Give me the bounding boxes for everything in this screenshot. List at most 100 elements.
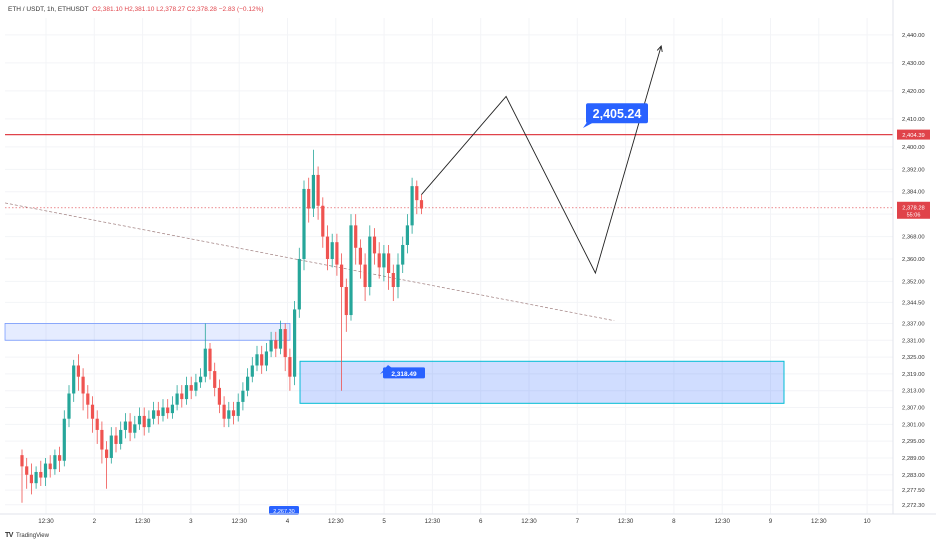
tradingview-logo-icon: TV — [5, 532, 13, 539]
candle-body — [246, 376, 250, 391]
target-label-box — [586, 103, 648, 124]
candle-body — [62, 418, 66, 461]
candle — [236, 393, 240, 422]
candle-body — [358, 247, 362, 265]
countdown-label: 55:06 — [907, 212, 921, 218]
candle-body — [264, 351, 268, 366]
candle-body — [401, 244, 405, 265]
y-tick-label: 2,430.00 — [902, 61, 925, 67]
candle — [105, 441, 109, 489]
candle — [25, 457, 29, 489]
x-tick-label: 12:30 — [425, 518, 441, 525]
candle-body — [189, 385, 193, 391]
candle — [246, 368, 250, 397]
time-axis[interactable]: 12:30 2 12:30 3 12:30 4 12:30 5 12:30 6 12:30 7 12:3… — [0, 513, 936, 525]
candle-body — [330, 242, 334, 259]
candle — [81, 368, 85, 411]
y-tick-label: 2,325.00 — [902, 355, 925, 361]
x-tick-label: 7 — [576, 518, 580, 525]
candle-body — [325, 236, 330, 259]
candle-body — [307, 188, 311, 209]
low-marker-box — [269, 506, 299, 515]
candle-body — [39, 471, 43, 478]
target-label: 2,405.24 — [593, 107, 642, 121]
candle — [119, 421, 123, 450]
candle-body — [363, 264, 367, 288]
candle-body — [142, 415, 146, 428]
candle-body — [297, 258, 301, 310]
trend-line[interactable] — [4, 202, 615, 321]
candle-body — [321, 205, 325, 237]
last-price-label: 2,378.28 — [902, 205, 925, 211]
candle — [109, 427, 113, 464]
candle-body — [274, 340, 278, 349]
candles — [20, 149, 424, 503]
candle — [377, 242, 381, 279]
candle-body — [76, 365, 80, 377]
candle-body — [372, 236, 377, 254]
candle-body — [236, 401, 240, 416]
candle-body — [156, 410, 160, 416]
footer: TV TradingView — [5, 532, 49, 539]
candle — [166, 399, 170, 419]
candle — [325, 225, 330, 271]
x-tick-label: 12:30 — [231, 518, 247, 525]
supply-zone[interactable] — [4, 323, 291, 341]
candle-body — [241, 390, 245, 402]
brand-name: TradingView — [15, 532, 49, 539]
candle — [217, 379, 221, 414]
chart-labels: 2,405.24 2,318.49 2,267.30 — [269, 103, 648, 515]
price-axis[interactable]: 2,440.00 2,430.00 2,420.00 2,410.00 2,400.00… — [892, 0, 930, 514]
candle — [311, 149, 315, 217]
candle-body — [222, 404, 226, 419]
candle — [283, 323, 287, 372]
candle-body — [250, 365, 254, 377]
candle — [330, 233, 334, 268]
candle — [137, 407, 142, 430]
candle — [302, 180, 306, 271]
zones — [4, 323, 785, 404]
forecast-polyline[interactable] — [421, 45, 662, 275]
candle — [208, 343, 212, 380]
candle — [387, 244, 391, 290]
candle-body — [175, 393, 179, 405]
candle-body — [170, 404, 174, 414]
candle — [199, 368, 203, 388]
x-tick-label: 6 — [479, 518, 483, 525]
candle — [123, 413, 127, 439]
resistance-price-label: 2,404.39 — [902, 133, 925, 139]
y-tick-label: 2,283.00 — [902, 473, 925, 479]
candle — [58, 446, 62, 472]
candle-body — [72, 365, 76, 394]
demand-zone[interactable] — [299, 360, 785, 404]
candle-body — [344, 287, 348, 316]
candle-body — [269, 340, 273, 352]
y-tick-label: 2,400.00 — [902, 145, 925, 151]
candle-body — [288, 357, 292, 377]
y-tick-label: 2,440.00 — [902, 33, 925, 39]
y-tick-label: 2,352.00 — [902, 279, 925, 285]
last-price-badge — [897, 201, 930, 219]
candle-body — [58, 455, 62, 461]
candle — [278, 320, 283, 355]
candle — [288, 348, 292, 391]
candle — [203, 323, 207, 383]
candle — [133, 415, 137, 439]
candle — [62, 410, 66, 467]
candle — [269, 331, 273, 358]
y-tick-label: 2,277.50 — [902, 488, 925, 494]
x-tick-label: 9 — [769, 518, 773, 525]
candle — [67, 385, 71, 428]
candle-body — [335, 242, 339, 265]
y-tick-label: 2,344.50 — [902, 300, 925, 306]
candle — [142, 407, 146, 436]
candle — [86, 385, 90, 419]
candle-body — [29, 474, 33, 484]
candle-body — [133, 424, 137, 433]
y-tick-label: 2,331.00 — [902, 338, 925, 344]
candle — [53, 449, 57, 475]
candle-body — [81, 376, 85, 394]
candle — [372, 228, 377, 265]
candle — [363, 253, 367, 302]
